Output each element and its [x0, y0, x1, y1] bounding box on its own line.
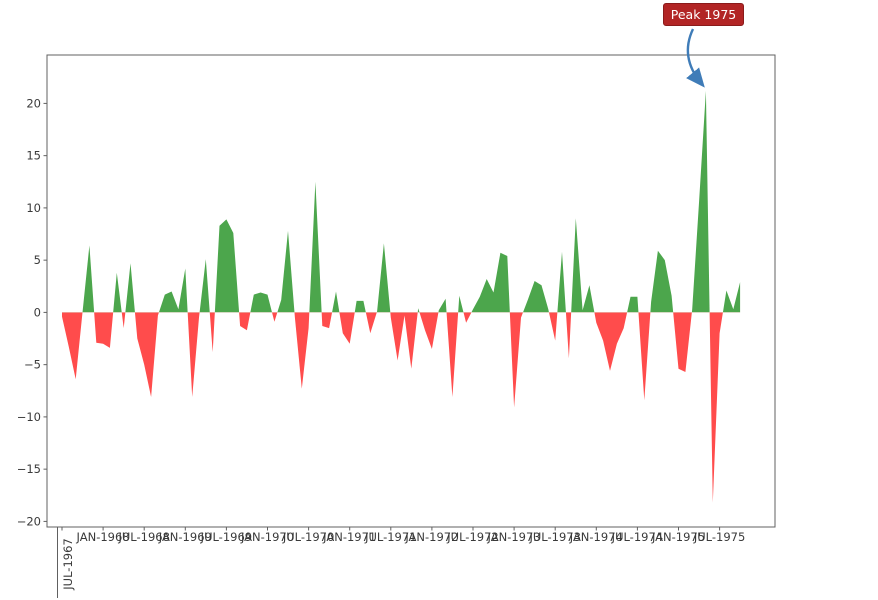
x-tick-label: JAN-1970: [240, 530, 294, 544]
y-tick-label: −5: [24, 358, 41, 372]
area-negative: [62, 312, 741, 503]
y-tick-label: −10: [17, 410, 41, 424]
x-tick-label: JAN-1972: [404, 530, 458, 544]
x-tick-label: JAN-1968: [76, 530, 130, 544]
x-tick-label: JUL-1972: [446, 530, 498, 544]
x-tick-label: JAN-1973: [487, 530, 541, 544]
x-tick-label: JUL-1974: [611, 530, 663, 544]
x-tick-label: JUL-1973: [528, 530, 580, 544]
x-tick-label: JUL-1968: [117, 530, 169, 544]
annotation-label: Peak 1975: [663, 3, 744, 26]
x-tick-label: JAN-1969: [158, 530, 212, 544]
y-axis: 20 15 10 5 0 −5 −10 −15 −20: [17, 96, 47, 528]
first-xtick-line: [57, 527, 58, 598]
y-tick-label: −15: [17, 462, 41, 476]
x-tick-label: JAN-1974: [569, 530, 623, 544]
x-tick-label: JAN-1971: [322, 530, 376, 544]
x-tick-label: JAN-1975: [651, 530, 705, 544]
y-tick-label: 5: [34, 253, 41, 267]
y-tick-label: 10: [26, 201, 41, 215]
annotation-arrow-icon: [686, 28, 705, 88]
x-tick-label: JUL-1975: [693, 530, 745, 544]
y-tick-label: 15: [26, 149, 41, 163]
x-tick-label-jul-1967: JUL-1967: [61, 538, 75, 590]
plot-border: [46, 54, 776, 528]
area-positive: [82, 90, 741, 313]
x-tick-label: JUL-1970: [282, 530, 334, 544]
y-tick-label: −20: [17, 514, 41, 528]
x-axis: JAN-1968JUL-1968JAN-1969JUL-1969JAN-1970…: [61, 527, 745, 544]
y-tick-label: 20: [26, 96, 41, 110]
y-tick-label: 0: [34, 305, 41, 319]
x-tick-label: JUL-1971: [364, 530, 416, 544]
x-tick-label: JUL-1969: [200, 530, 252, 544]
